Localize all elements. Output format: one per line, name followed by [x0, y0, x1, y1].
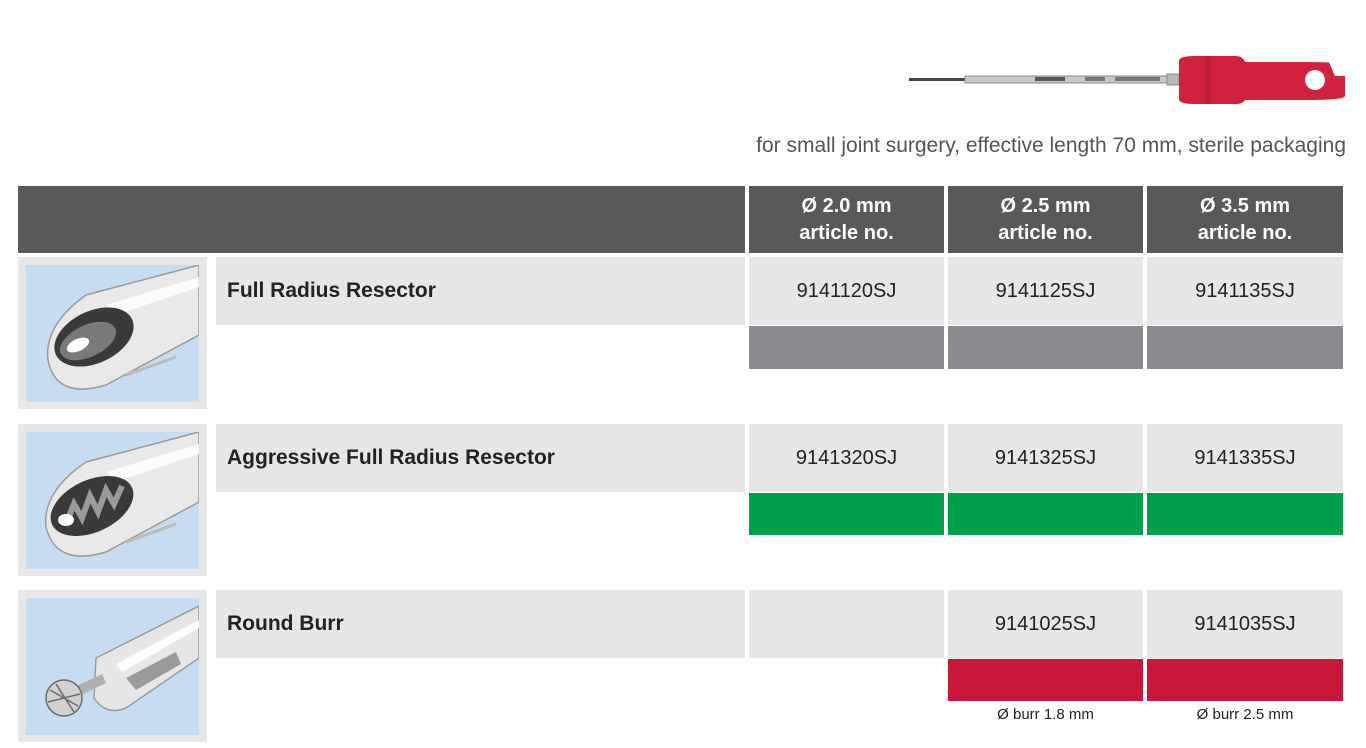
round-burr-tip — [45, 605, 199, 717]
column-size: Ø 2.5 mm — [1000, 194, 1091, 217]
product-name: Round Burr — [216, 590, 745, 658]
color-code-band — [1147, 326, 1343, 369]
product-thumbnail — [26, 265, 199, 402]
column-label: article no. — [1197, 221, 1293, 244]
aggressive-resector-tip — [44, 432, 199, 557]
color-code-band — [948, 493, 1143, 535]
shaver-instrument-image — [909, 56, 1345, 104]
column-label: article no. — [998, 221, 1093, 244]
color-code-band — [1147, 493, 1343, 535]
article-number: 9141125SJ — [948, 257, 1143, 325]
article-number: 9141120SJ — [749, 257, 944, 325]
product-thumbnail — [26, 598, 199, 735]
article-number: 9141320SJ — [749, 424, 944, 492]
article-number: 9141135SJ — [1147, 257, 1343, 325]
column-size: Ø 2.0 mm — [801, 194, 892, 217]
color-code-band — [749, 493, 944, 535]
product-name: Aggressive Full Radius Resector — [216, 424, 745, 492]
column-header-2-5mm: Ø 2.5 mm article no. — [948, 186, 1143, 253]
article-number: 9141335SJ — [1147, 424, 1343, 492]
product-name: Full Radius Resector — [216, 257, 745, 325]
color-code-band — [948, 326, 1143, 369]
burr-diameter-note: Ø burr 2.5 mm — [1196, 706, 1294, 723]
header-blank-cell — [18, 186, 745, 253]
column-header-2-0mm: Ø 2.0 mm article no. — [749, 186, 944, 253]
product-thumbnail — [26, 432, 199, 569]
article-number: 9141035SJ — [1147, 590, 1343, 658]
product-subtitle: for small joint surgery, effective lengt… — [756, 134, 1346, 157]
color-code-band — [749, 326, 944, 369]
column-label: article no. — [799, 221, 894, 244]
column-size: Ø 3.5 mm — [1199, 194, 1291, 217]
color-code-band — [948, 659, 1143, 701]
column-header-3-5mm: Ø 3.5 mm article no. — [1147, 186, 1343, 253]
article-number-empty — [749, 590, 944, 658]
color-code-band — [1147, 659, 1343, 701]
article-number: 9141325SJ — [948, 424, 1143, 492]
article-number: 9141025SJ — [948, 590, 1143, 658]
full-radius-resector-tip — [46, 265, 199, 390]
burr-diameter-note: Ø burr 1.8 mm — [997, 706, 1094, 723]
